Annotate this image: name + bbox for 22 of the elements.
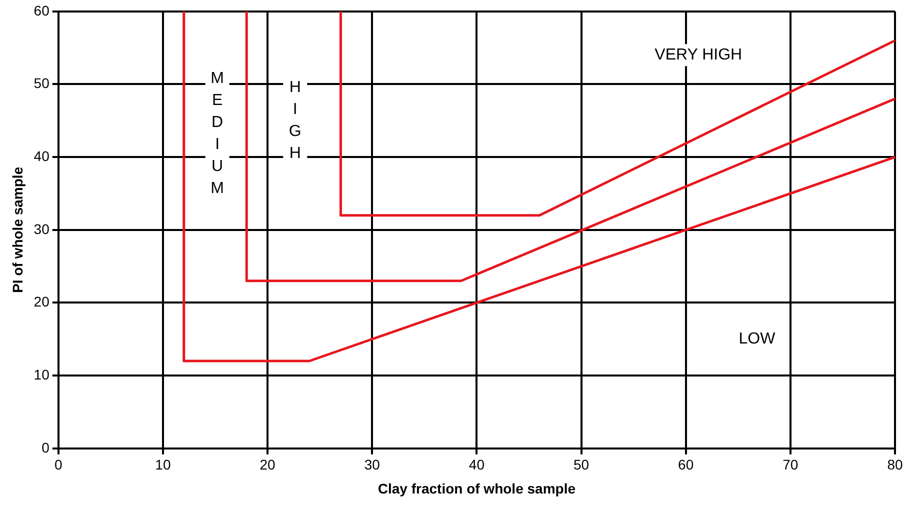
annotation: MEDIUM bbox=[210, 70, 224, 198]
x-tick-label: 40 bbox=[468, 456, 485, 473]
x-tick-label: 50 bbox=[573, 456, 590, 473]
annotation: VERY HIGH bbox=[654, 46, 742, 64]
annotation: HIGH bbox=[288, 79, 302, 162]
y-tick-label: 10 bbox=[34, 366, 50, 382]
x-tick-label: 30 bbox=[364, 456, 380, 473]
x-tick-label: 0 bbox=[54, 456, 62, 473]
y-tick-label: 30 bbox=[34, 220, 50, 237]
y-tick-label: 40 bbox=[34, 148, 50, 164]
x-tick-label: 20 bbox=[260, 456, 276, 473]
x-tick-label: 70 bbox=[782, 456, 798, 473]
x-tick-label: 80 bbox=[887, 456, 903, 473]
annotation: LOW bbox=[738, 330, 776, 348]
x-axis-title: Clay fraction of whole sample bbox=[378, 480, 576, 496]
y-axis-title: PI of whole sample bbox=[9, 166, 26, 293]
x-tick-label: 10 bbox=[155, 456, 171, 473]
y-tick-label: 50 bbox=[34, 75, 50, 92]
y-tick-label: 60 bbox=[34, 2, 50, 18]
y-tick-label: 0 bbox=[42, 439, 50, 456]
x-tick-label: 60 bbox=[678, 456, 694, 473]
y-tick-label: 20 bbox=[34, 294, 50, 310]
